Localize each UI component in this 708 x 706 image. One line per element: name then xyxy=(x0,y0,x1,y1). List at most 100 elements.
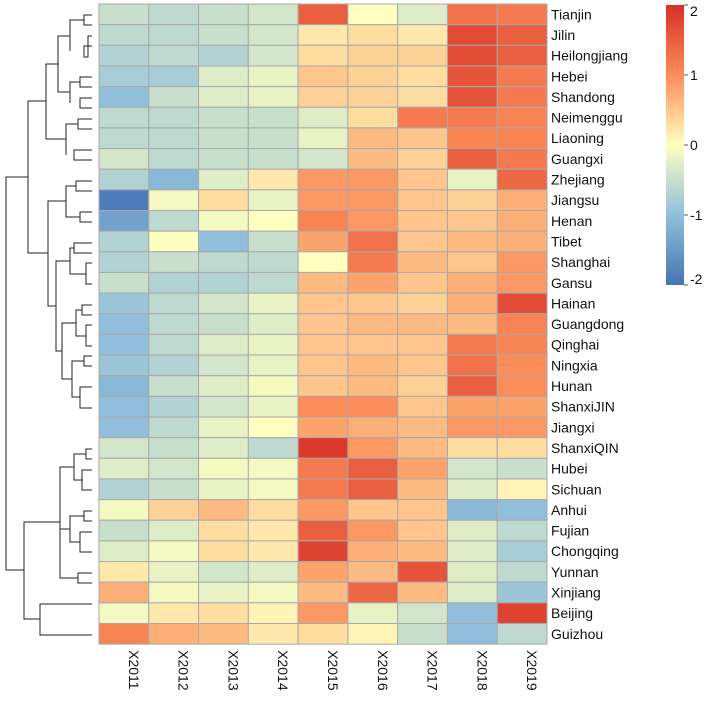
heatmap-cell-shanxiqin-x2014 xyxy=(247,437,299,459)
heatmap-cell-fujian-x2016 xyxy=(347,519,399,542)
heatmap-cell-chongqing-x2016 xyxy=(347,540,399,563)
heatmap-cell-hebei-x2011 xyxy=(98,65,150,88)
heatmap-cell-qinghai-x2013 xyxy=(198,333,249,356)
row-label-jilin: Jilin xyxy=(551,27,575,43)
heatmap-cell-zhejiang-x2012 xyxy=(148,168,200,191)
heatmap-cell-jilin-x2016 xyxy=(347,24,399,46)
heatmap-cell-shanxiqin-x2011 xyxy=(98,437,150,459)
heatmap-cell-hainan-x2017 xyxy=(397,292,448,315)
heatmap-cell-guangdong-x2011 xyxy=(98,313,150,335)
row-label-fujian: Fujian xyxy=(551,523,589,539)
heatmap-cell-shanxijin-x2017 xyxy=(397,395,448,418)
heatmap-cell-shanghai-x2019 xyxy=(496,251,548,273)
row-label-guangdong: Guangdong xyxy=(551,316,624,332)
heatmap-cell-tianjin-x2019 xyxy=(496,3,548,26)
heatmap-cell-fujian-x2012 xyxy=(148,519,200,542)
row-label-anhui: Anhui xyxy=(551,502,587,518)
heatmap-cell-hebei-x2015 xyxy=(297,65,349,88)
heatmap-cell-ningxia-x2014 xyxy=(247,354,299,377)
heatmap-cell-jiangsu-x2017 xyxy=(397,189,448,212)
heatmap-cell-tianjin-x2015 xyxy=(297,3,349,26)
heatmap-cell-shanxiqin-x2019 xyxy=(496,437,548,459)
heatmap-cell-beijing-x2019 xyxy=(496,602,548,624)
heatmap-cell-hainan-x2012 xyxy=(148,292,200,315)
heatmap-cell-hubei-x2012 xyxy=(148,457,200,480)
column-label-x2015: X2015 xyxy=(325,650,341,691)
heatmap-cell-xinjiang-x2019 xyxy=(496,581,548,604)
colorbar-tick-label: -1 xyxy=(690,207,703,223)
heatmap-cell-liaoning-x2013 xyxy=(198,127,249,150)
heatmap-cell-heilongjiang-x2013 xyxy=(198,44,249,67)
heatmap-cell-jiangsu-x2012 xyxy=(148,189,200,212)
heatmap-cell-hebei-x2014 xyxy=(247,65,299,88)
heatmap-cell-jiangsu-x2018 xyxy=(446,189,498,212)
heatmap-cell-xinjiang-x2013 xyxy=(198,581,249,604)
heatmap-cell-shanghai-x2014 xyxy=(247,251,299,273)
heatmap-cell-jilin-x2015 xyxy=(297,24,349,46)
heatmap-cell-liaoning-x2017 xyxy=(397,127,448,150)
heatmap-cell-tibet-x2019 xyxy=(496,230,548,253)
heatmap-cell-jiangsu-x2013 xyxy=(198,189,249,212)
heatmap-cell-tianjin-x2017 xyxy=(397,3,448,26)
heatmap-cell-gansu-x2014 xyxy=(247,271,299,294)
heatmap-cell-henan-x2016 xyxy=(347,210,399,232)
heatmap-cell-hubei-x2013 xyxy=(198,457,249,480)
heatmap-cell-shanxiqin-x2016 xyxy=(347,437,399,459)
heatmap-cell-shanghai-x2015 xyxy=(297,251,349,273)
heatmap-cell-jiangxi-x2016 xyxy=(347,416,399,439)
heatmap-cell-shanxijin-x2018 xyxy=(446,395,498,418)
heatmap-cell-guizhou-x2016 xyxy=(347,623,399,645)
heatmap-cell-shandong-x2018 xyxy=(446,86,498,108)
heatmap-cell-guangdong-x2019 xyxy=(496,313,548,335)
heatmap-cell-shanxijin-x2012 xyxy=(148,395,200,418)
heatmap-cell-shandong-x2013 xyxy=(198,86,249,108)
heatmap-cell-ningxia-x2011 xyxy=(98,354,150,377)
heatmap-cell-heilongjiang-x2019 xyxy=(496,44,548,67)
heatmap-cell-gansu-x2015 xyxy=(297,271,349,294)
heatmap-cell-hubei-x2011 xyxy=(98,457,150,480)
heatmap-cell-guizhou-x2015 xyxy=(297,623,349,645)
heatmap-cell-gansu-x2019 xyxy=(496,271,548,294)
heatmap-cell-beijing-x2014 xyxy=(247,602,299,624)
column-label-x2014: X2014 xyxy=(275,650,291,691)
heatmap-cell-sichuan-x2012 xyxy=(148,478,200,501)
heatmap-cell-hebei-x2016 xyxy=(347,65,399,88)
heatmap-cell-sichuan-x2016 xyxy=(347,478,399,501)
heatmap-cell-hubei-x2015 xyxy=(297,457,349,480)
heatmap-cell-jiangsu-x2015 xyxy=(297,189,349,212)
heatmap-cell-neimenggu-x2013 xyxy=(198,106,249,129)
heatmap-cell-liaoning-x2011 xyxy=(98,127,150,150)
heatmap-cell-ningxia-x2013 xyxy=(198,354,249,377)
heatmap-cell-jiangsu-x2016 xyxy=(347,189,399,212)
heatmap-cell-guangdong-x2018 xyxy=(446,313,498,335)
row-label-tianjin: Tianjin xyxy=(551,6,592,22)
heatmap-cell-jiangxi-x2019 xyxy=(496,416,548,439)
heatmap-cell-hebei-x2012 xyxy=(148,65,200,88)
heatmap-cell-beijing-x2011 xyxy=(98,602,150,624)
heatmap-cell-shanghai-x2016 xyxy=(347,251,399,273)
colorbar: 2 1 0 -1 -2 xyxy=(666,3,703,287)
heatmap-cell-guangxi-x2014 xyxy=(247,148,299,170)
heatmap-cell-liaoning-x2012 xyxy=(148,127,200,150)
heatmap-cell-zhejiang-x2015 xyxy=(297,168,349,191)
row-label-liaoning: Liaoning xyxy=(551,130,604,146)
heatmap-cell-jiangxi-x2013 xyxy=(198,416,249,439)
heatmap-cell-anhui-x2013 xyxy=(198,499,249,521)
row-label-gansu: Gansu xyxy=(551,275,592,291)
heatmap-cell-heilongjiang-x2012 xyxy=(148,44,200,67)
heatmap-cell-hainan-x2011 xyxy=(98,292,150,315)
heatmap-cell-guangxi-x2017 xyxy=(397,148,448,170)
heatmap-cell-anhui-x2017 xyxy=(397,499,448,521)
heatmap-cell-jiangsu-x2019 xyxy=(496,189,548,212)
heatmap-cell-guizhou-x2014 xyxy=(247,623,299,645)
heatmap-cell-liaoning-x2016 xyxy=(347,127,399,150)
heatmap-cell-qinghai-x2016 xyxy=(347,333,399,356)
heatmap-cell-neimenggu-x2014 xyxy=(247,106,299,129)
heatmap-cell-hunan-x2013 xyxy=(198,375,249,397)
row-label-shanghai: Shanghai xyxy=(551,254,610,270)
heatmap-cell-shanghai-x2017 xyxy=(397,251,448,273)
colorbar-tick-label: 1 xyxy=(690,67,698,83)
heatmap-cell-henan-x2017 xyxy=(397,210,448,232)
heatmap-cell-fujian-x2017 xyxy=(397,519,448,542)
heatmap-cell-hainan-x2013 xyxy=(198,292,249,315)
